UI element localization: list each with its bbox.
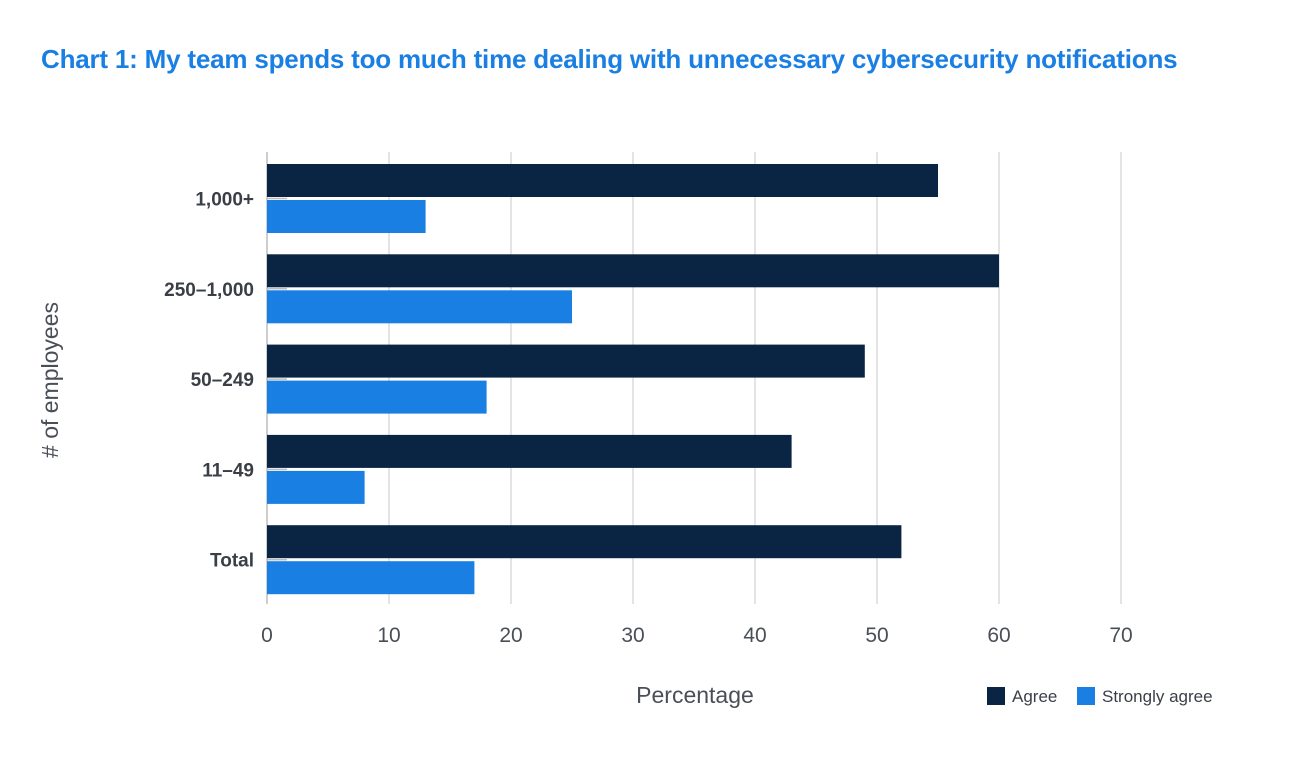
legend: Agree Strongly agree xyxy=(987,687,1213,706)
bar-strongly-agree xyxy=(267,200,426,233)
x-axis-title: Percentage xyxy=(636,682,754,708)
legend-swatch-agree xyxy=(987,687,1005,705)
bars xyxy=(267,164,999,595)
category-label: 250–1,000 xyxy=(164,280,254,301)
bar-strongly-agree xyxy=(267,470,365,504)
category-labels: 1,000+ 250–1,000 50–249 11–49 Total xyxy=(164,190,254,572)
bar-agree xyxy=(267,254,999,288)
x-tick-label: 30 xyxy=(621,624,644,647)
category-label: Total xyxy=(210,551,254,572)
x-tick-label: 20 xyxy=(499,624,522,647)
category-label: 11–49 xyxy=(202,460,254,481)
bar-agree xyxy=(267,525,902,559)
x-tick-label: 10 xyxy=(377,624,400,647)
legend-swatch-strongly-agree xyxy=(1077,687,1095,705)
x-tick-label: 0 xyxy=(261,624,273,647)
bar-strongly-agree xyxy=(267,561,475,595)
bar-strongly-agree xyxy=(267,380,487,414)
chart-title: Chart 1: My team spends too much time de… xyxy=(41,44,1178,74)
legend-label-strongly-agree: Strongly agree xyxy=(1102,687,1213,706)
bar-strongly-agree xyxy=(267,290,572,324)
x-tick-label: 70 xyxy=(1109,624,1132,647)
bar-agree xyxy=(267,164,938,197)
x-tick-label: 50 xyxy=(865,624,888,647)
category-label: 50–249 xyxy=(191,370,254,391)
x-tick-label: 60 xyxy=(987,624,1010,647)
legend-label-agree: Agree xyxy=(1012,687,1057,706)
bar-agree xyxy=(267,344,865,378)
x-tick-labels: 0 10 20 30 40 50 60 70 xyxy=(261,624,1133,647)
bar-agree xyxy=(267,434,792,468)
category-label: 1,000+ xyxy=(195,190,254,211)
x-tick-label: 40 xyxy=(743,624,766,647)
y-axis-title: # of employees xyxy=(37,302,63,458)
